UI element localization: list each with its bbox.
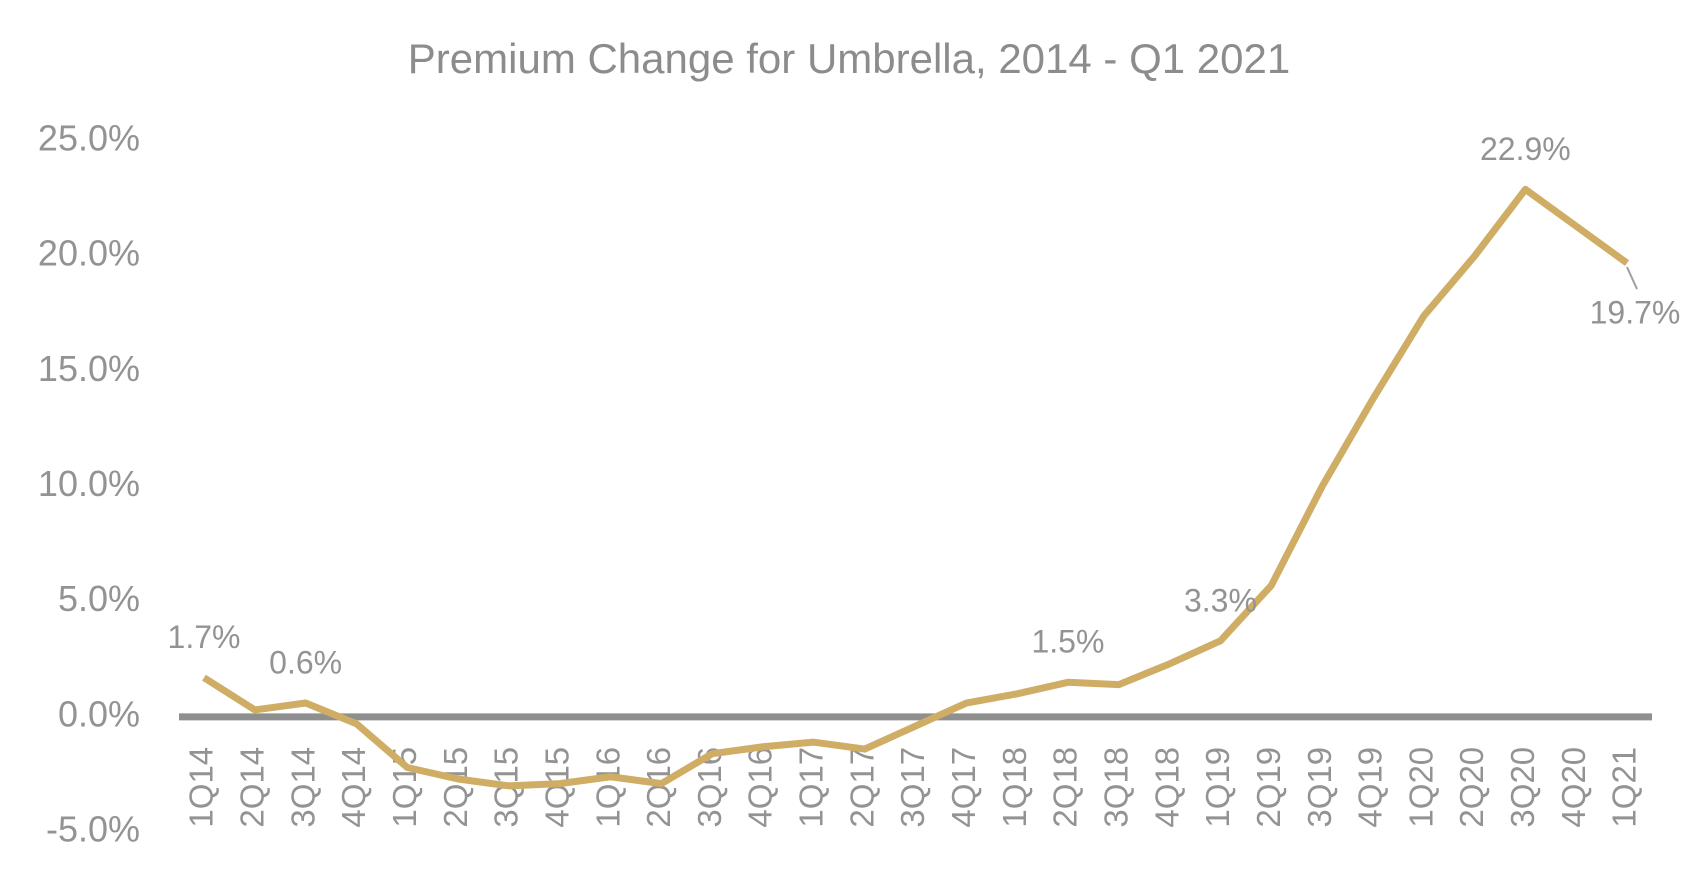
x-tick-label: 3Q18 xyxy=(1098,747,1135,828)
x-tick-label: 2Q18 xyxy=(1047,747,1084,828)
x-tick-label: 3Q14 xyxy=(284,747,321,828)
x-tick-label: 2Q19 xyxy=(1250,747,1287,828)
y-tick-label: 5.0% xyxy=(58,578,140,619)
x-tick-label: 2Q14 xyxy=(234,747,271,828)
y-tick-label: 20.0% xyxy=(38,233,140,274)
x-tick-label: 2Q16 xyxy=(640,747,677,828)
x-tick-label: 1Q16 xyxy=(589,747,626,828)
value-label: 3.3% xyxy=(1184,582,1257,618)
x-tick-label: 1Q17 xyxy=(793,747,830,828)
leader-line xyxy=(1626,266,1638,290)
value-label: 22.9% xyxy=(1480,131,1571,167)
y-tick-label: 0.0% xyxy=(58,693,140,734)
x-tick-label: 1Q18 xyxy=(996,747,1033,828)
x-tick-label: 2Q15 xyxy=(437,747,474,828)
x-tick-label: 1Q19 xyxy=(1199,747,1236,828)
x-tick-label: 2Q20 xyxy=(1453,747,1490,828)
value-label: 0.6% xyxy=(269,644,342,680)
value-label: 1.7% xyxy=(168,619,241,655)
chart-title: Premium Change for Umbrella, 2014 - Q1 2… xyxy=(408,35,1290,82)
x-tick-label: 4Q16 xyxy=(742,747,779,828)
y-tick-label: 25.0% xyxy=(38,118,140,159)
x-tick-label: 3Q20 xyxy=(1504,747,1541,828)
x-tick-label: 1Q21 xyxy=(1606,747,1643,828)
x-tick-label: 4Q17 xyxy=(945,747,982,828)
x-tick-label: 2Q17 xyxy=(843,747,880,828)
y-tick-label: 10.0% xyxy=(38,463,140,504)
y-tick-label: -5.0% xyxy=(46,809,140,850)
value-label: 1.5% xyxy=(1031,624,1104,660)
x-tick-label: 3Q17 xyxy=(894,747,931,828)
y-tick-label: 15.0% xyxy=(38,348,140,389)
value-label: 19.7% xyxy=(1590,295,1681,331)
x-tick-label: 4Q19 xyxy=(1352,747,1389,828)
data-line xyxy=(202,185,1630,790)
x-tick-label: 4Q20 xyxy=(1555,747,1592,828)
x-tick-label: 1Q20 xyxy=(1402,747,1439,828)
x-tick-label: 1Q14 xyxy=(183,747,220,828)
x-tick-label: 4Q18 xyxy=(1148,747,1185,828)
x-tick-label: 3Q19 xyxy=(1301,747,1338,828)
x-tick-label: 1Q15 xyxy=(386,747,423,828)
x-tick-label: 4Q14 xyxy=(335,747,372,828)
